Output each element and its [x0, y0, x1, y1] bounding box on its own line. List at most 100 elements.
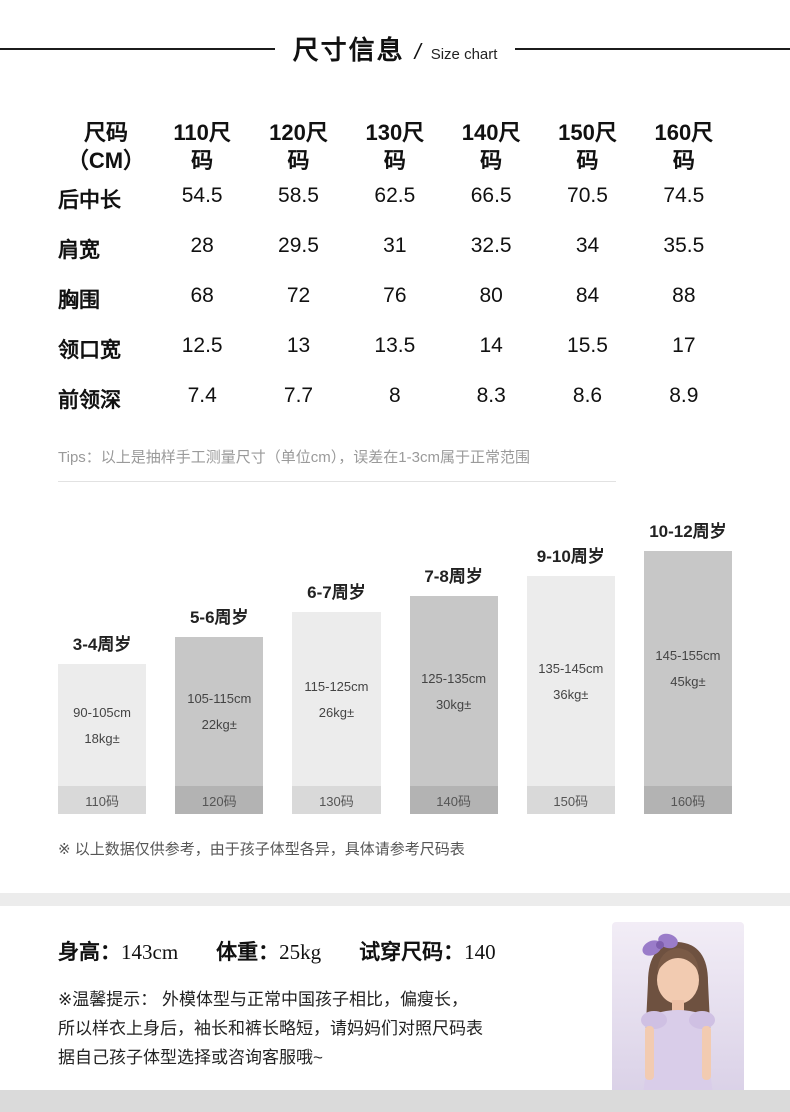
row-label-front-neck-depth: 前领深 [58, 389, 121, 412]
bar-size-label: 160码 [643, 786, 733, 814]
table-cell: 32.5 [470, 234, 512, 257]
table-cell: 66.5 [470, 184, 512, 207]
bar-weight: 36kg± [553, 686, 589, 702]
bar-column-140: 7-8周岁 125-135cm 30kg± 140码 [409, 562, 498, 814]
table-cell: 34 [575, 234, 600, 257]
stat-weight: 体重： 25kg [216, 936, 321, 966]
stat-height: 身高： 143cm [58, 936, 178, 966]
model-stats: 身高： 143cm 体重： 25kg 试穿尺码： 140 [58, 936, 732, 966]
bar-body: 125-135cm 30kg± [410, 596, 498, 786]
corner-line-1: 尺码 [83, 120, 128, 145]
col-header-150: 150尺码 [558, 120, 617, 173]
warm-tip-line-1: ※温馨提示： 外模体型与正常中国孩子相比，偏瘦长， [58, 990, 468, 1009]
stat-fitting-size-value: 140 [464, 940, 496, 964]
row-label-neck-width: 领口宽 [58, 339, 121, 362]
table-cell: 15.5 [567, 334, 608, 357]
bar-130: 115-125cm 26kg± 130码 [292, 612, 381, 814]
bar-height-range: 105-115cm [187, 691, 252, 706]
section-divider [0, 893, 790, 906]
stat-weight-value: 25kg [279, 940, 322, 964]
table-cell: 84 [575, 284, 600, 307]
bar-weight: 30kg± [435, 696, 472, 712]
table-cell: 12.5 [181, 334, 223, 357]
stat-fitting-size: 试穿尺码： 140 [359, 936, 496, 966]
stat-height-label: 身高： [58, 941, 121, 964]
table-cell: 58.5 [278, 184, 319, 207]
col-header-160: 160尺码 [654, 120, 714, 173]
model-info-section: 身高： 143cm 体重： 25kg 试穿尺码： 140 ※温馨提示： 外模体型… [0, 906, 790, 1108]
title-slash: / [414, 39, 421, 64]
table-cell: 8 [388, 384, 401, 407]
table-cell: 76 [383, 284, 407, 307]
table-cell: 28 [190, 234, 214, 257]
bar-height-range: 125-135cm [421, 670, 487, 686]
bar-height-range: 115-125cm [304, 678, 369, 694]
header-title-group: 尺寸信息 / Size chart [275, 30, 516, 67]
header-divider-left [0, 47, 275, 50]
table-cell: 35.5 [663, 234, 705, 257]
age-size-bar-chart: 3-4周岁 90-105cm 18kg± 110码 5-6周岁 105-115c… [58, 514, 733, 814]
bar-size-label: 140码 [409, 786, 498, 814]
page-subtitle: Size chart [430, 46, 498, 63]
bar-weight: 22kg± [201, 717, 237, 732]
stat-height-value: 143cm [121, 940, 179, 964]
bar-age-label: 10-12周岁 [649, 522, 727, 541]
bar-size-label: 110码 [58, 786, 147, 814]
table-cell: 54.5 [181, 184, 223, 207]
measurement-tips: Tips：以上是抽样手工测量尺寸（单位cm），误差在1-3cm属于正常范围 [58, 446, 616, 482]
bar-body: 115-125cm 26kg± [292, 612, 380, 786]
bar-column-120: 5-6周岁 105-115cm 22kg± 120码 [175, 603, 264, 814]
col-header-140: 140尺码 [461, 120, 521, 173]
table-cell: 31 [383, 234, 407, 257]
bar-age-label: 5-6周岁 [189, 608, 249, 627]
table-cell: 8.6 [572, 384, 603, 407]
bar-body: 90-105cm 18kg± [58, 664, 146, 786]
header-divider-right [515, 47, 790, 50]
bar-160: 145-155cm 45kg± 160码 [643, 551, 733, 814]
stat-fitting-size-label: 试穿尺码： [359, 941, 465, 964]
table-cell: 7.7 [283, 384, 314, 407]
bar-140: 125-135cm 30kg± 140码 [409, 596, 498, 814]
warm-tip-line-3: 据自己孩子体型选择或咨询客服哦~ [58, 1047, 323, 1067]
table-cell: 17 [672, 334, 696, 357]
row-label-chest: 胸围 [58, 289, 100, 312]
bar-column-150: 9-10周岁 135-145cm 36kg± 150码 [526, 542, 615, 814]
table-cell: 62.5 [374, 184, 416, 207]
bar-height-range: 145-155cm [655, 648, 721, 663]
bar-column-160: 10-12周岁 145-155cm 45kg± 160码 [643, 517, 733, 814]
table-cell: 68 [190, 284, 214, 307]
bar-height-range: 90-105cm [73, 704, 131, 720]
corner-line-2: （CM） [66, 147, 146, 173]
col-header-110: 110尺码 [173, 120, 231, 173]
bar-size-label: 120码 [175, 786, 264, 814]
table-cell: 14 [479, 334, 503, 357]
bar-body: 135-145cm 36kg± [527, 576, 615, 786]
bar-weight: 18kg± [84, 730, 120, 746]
warm-tip: ※温馨提示： 外模体型与正常中国孩子相比，偏瘦长， 所以样衣上身后，袖长和裤长略… [58, 986, 598, 1073]
bar-weight: 45kg± [670, 674, 706, 689]
table-cell: 88 [672, 284, 696, 307]
size-table: 尺码 （CM） 110尺码 120尺码 130尺码 140尺码 150尺码 16… [58, 117, 732, 424]
table-cell: 74.5 [663, 184, 705, 207]
table-cell: 7.4 [187, 384, 217, 407]
bar-age-label: 6-7周岁 [307, 583, 366, 602]
child-model-illustration [612, 922, 744, 1108]
page-title: 尺寸信息 [292, 35, 405, 65]
bar-age-label: 7-8周岁 [424, 567, 483, 586]
bar-150: 135-145cm 36kg± 150码 [526, 576, 615, 814]
warm-tip-line-2: 所以样衣上身后，袖长和裤长略短，请妈妈们对照尺码表 [58, 1018, 483, 1038]
bar-110: 90-105cm 18kg± 110码 [58, 664, 147, 814]
bar-column-110: 3-4周岁 90-105cm 18kg± 110码 [58, 630, 147, 814]
reference-note: ※ 以上数据仅供参考，由于孩子体型各异，具体请参考尺码表 [58, 841, 465, 858]
bar-age-label: 3-4周岁 [72, 635, 132, 654]
bar-size-label: 130码 [292, 786, 381, 814]
table-cell: 29.5 [278, 234, 319, 257]
table-corner-label: 尺码 （CM） [58, 117, 154, 174]
child-model-photo [612, 922, 744, 1108]
bar-body: 145-155cm 45kg± [644, 551, 732, 786]
table-cell: 72 [286, 284, 311, 307]
bar-age-label: 9-10周岁 [536, 547, 605, 566]
bar-body: 105-115cm 22kg± [175, 637, 263, 786]
bar-size-label: 150码 [526, 786, 615, 814]
